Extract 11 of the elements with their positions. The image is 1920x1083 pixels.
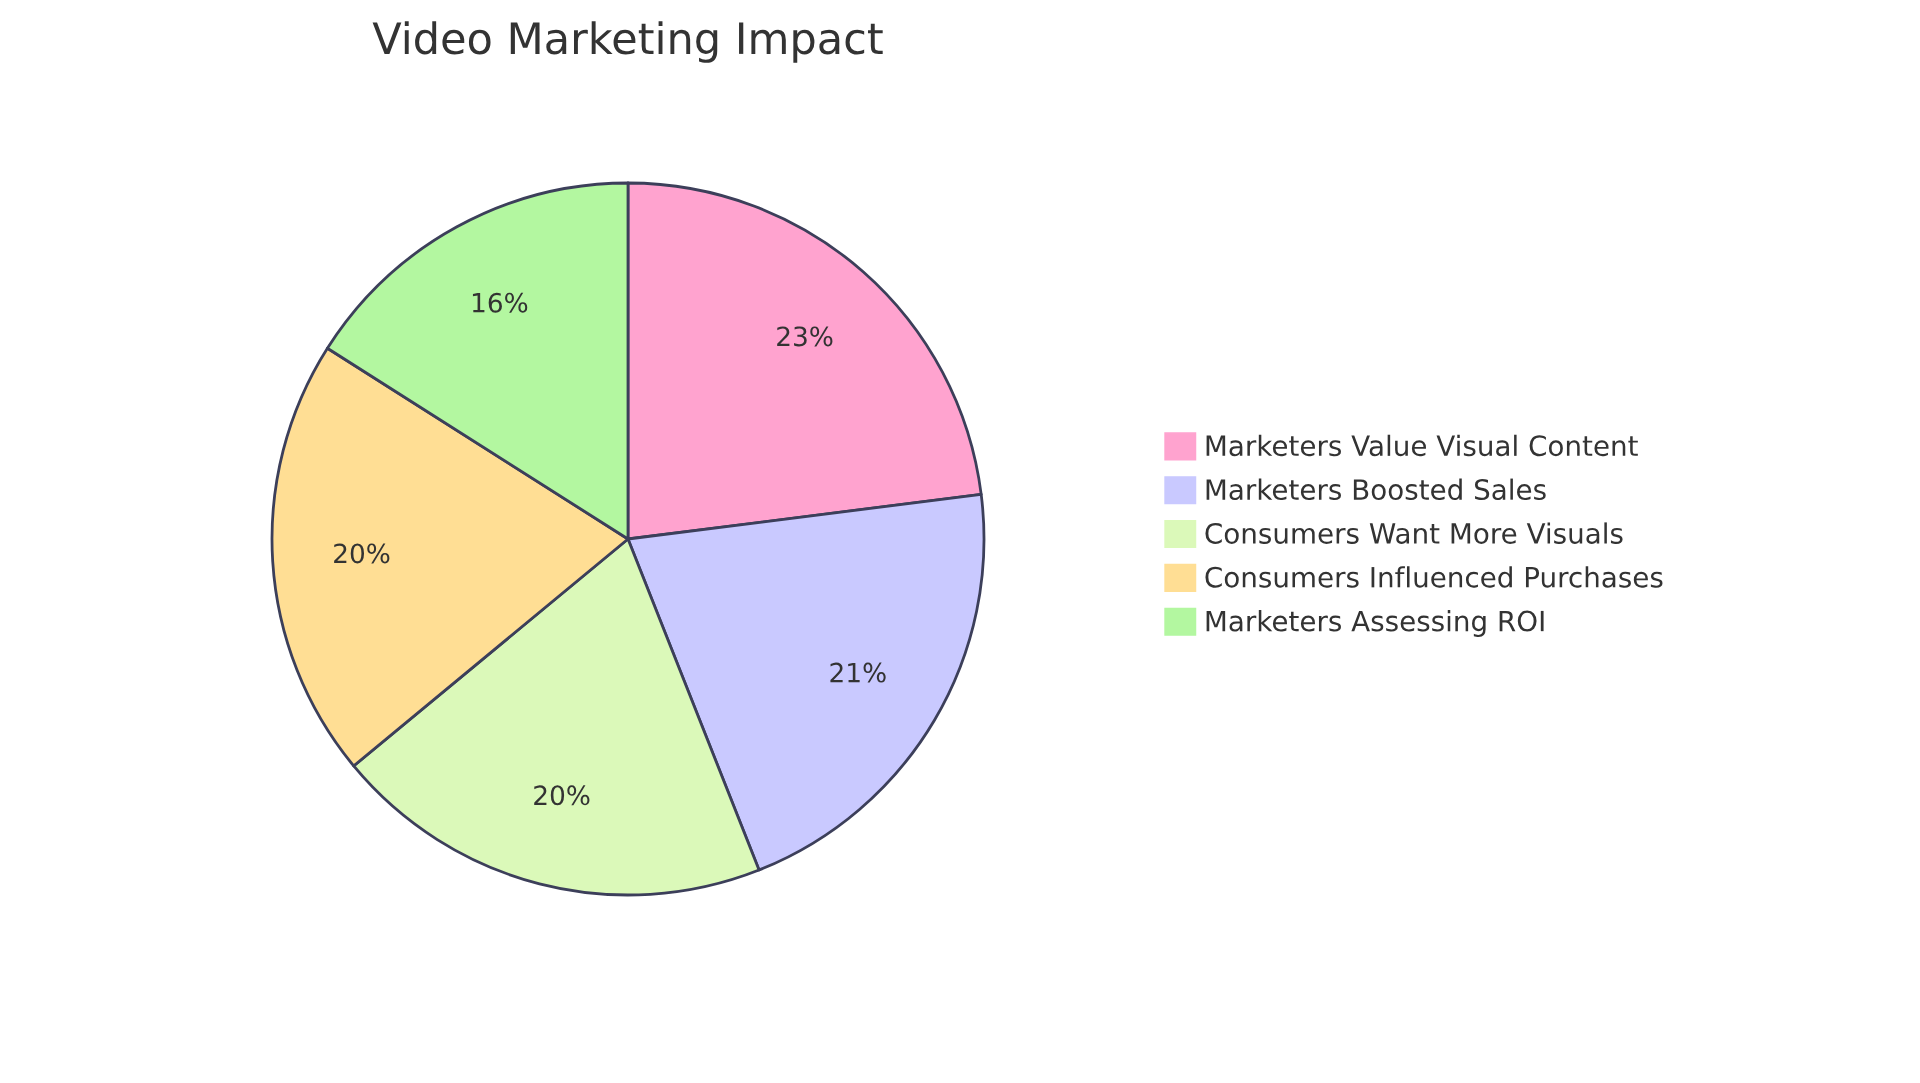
legend-label: Marketers Assessing ROI [1206,610,1544,637]
legend-label: Consumers Influenced Purchases [1205,566,1663,588]
chart-title: Video Marketing Impact [372,21,883,63]
legend-label: Marketers Boosted Sales [1206,478,1546,501]
data-label: 21% [830,662,886,683]
legend-label: Marketers Value Visual Content [1206,434,1638,457]
legend-label: Consumers Want More Visuals [1205,522,1623,544]
data-label: 23% [777,326,833,347]
data-label: 20% [334,543,390,564]
data-label: 20% [534,785,590,806]
data-label: 16% [472,292,528,313]
